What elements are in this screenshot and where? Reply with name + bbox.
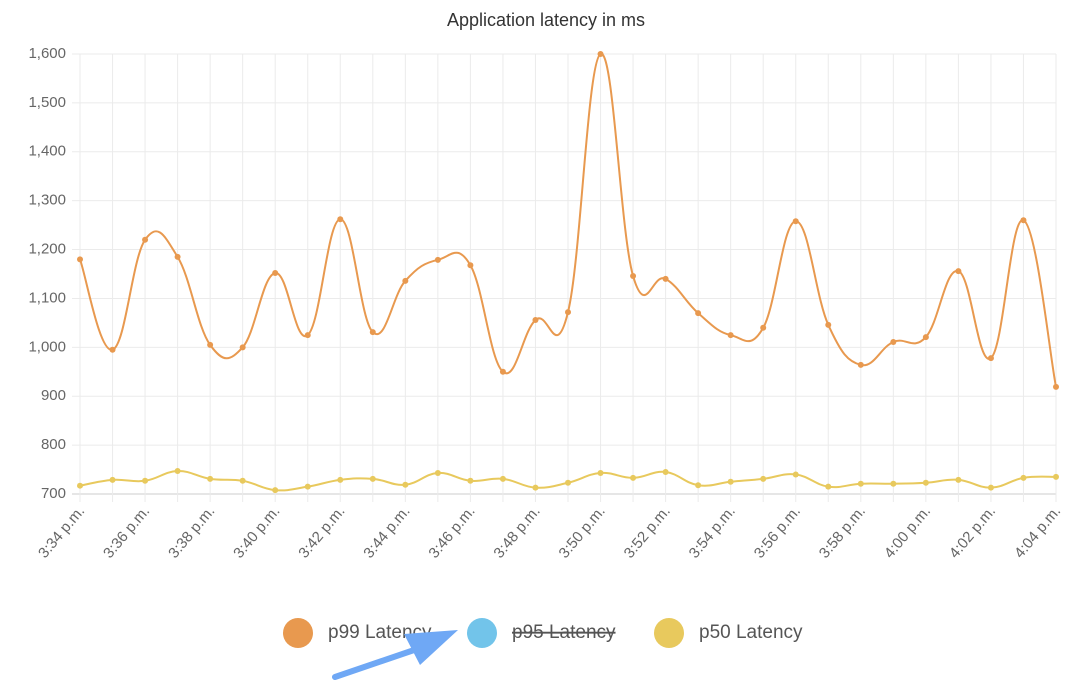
y-tick-label: 1,400	[28, 143, 66, 160]
y-tick-label: 700	[41, 485, 66, 502]
x-tick-label: 3:52 p.m.	[621, 503, 674, 562]
y-tick-label: 1,100	[28, 289, 66, 306]
data-point	[825, 483, 832, 490]
y-tick-label: 1,000	[28, 338, 66, 355]
series-line	[79, 52, 1057, 388]
data-point	[272, 487, 279, 494]
data-point	[825, 321, 832, 328]
annotation-arrow	[332, 630, 458, 680]
x-tick-label: 3:44 p.m.	[360, 503, 413, 562]
data-point	[1020, 474, 1027, 481]
data-point	[792, 218, 799, 225]
data-point	[109, 476, 116, 483]
data-point	[109, 346, 116, 353]
x-tick-label: 3:42 p.m.	[295, 503, 348, 562]
data-point	[630, 272, 637, 279]
data-point	[304, 483, 311, 490]
data-point	[207, 475, 214, 482]
data-point	[987, 355, 994, 362]
data-point	[792, 471, 799, 478]
data-point	[499, 475, 506, 482]
x-tick-label: 4:02 p.m.	[946, 503, 999, 562]
data-point	[922, 334, 929, 341]
data-point	[77, 482, 83, 489]
y-tick-label: 800	[41, 436, 66, 453]
y-tick-label: 1,300	[28, 192, 66, 209]
data-point	[532, 484, 539, 491]
data-point	[760, 475, 767, 482]
data-point	[467, 477, 474, 484]
x-tick-label: 3:58 p.m.	[816, 503, 869, 562]
data-point	[987, 484, 994, 491]
data-point	[369, 475, 376, 482]
legend-label[interactable]: p50 Latency	[699, 622, 803, 643]
y-tick-label: 900	[41, 387, 66, 404]
x-tick-label: 3:40 p.m.	[230, 503, 283, 562]
x-tick-label: 3:56 p.m.	[751, 503, 804, 562]
data-point	[955, 476, 962, 483]
data-point	[857, 361, 864, 368]
data-point	[565, 309, 571, 316]
legend-swatch	[654, 618, 684, 648]
data-point	[434, 256, 441, 263]
data-point	[174, 468, 181, 475]
x-tick-label: 3:50 p.m.	[556, 503, 609, 562]
data-point	[695, 310, 702, 317]
data-point	[369, 329, 376, 336]
data-point	[955, 268, 962, 275]
legend-label[interactable]: p95 Latency	[512, 622, 616, 643]
data-point	[272, 270, 279, 277]
data-point	[565, 479, 571, 486]
data-point	[662, 275, 669, 282]
data-point	[597, 51, 604, 57]
data-point	[434, 469, 441, 476]
legend-swatch	[467, 618, 497, 648]
data-point	[402, 481, 409, 488]
y-tick-label: 1,200	[28, 241, 66, 258]
data-point	[207, 341, 214, 348]
x-tick-label: 4:00 p.m.	[881, 503, 934, 562]
data-point	[857, 480, 864, 487]
data-point	[760, 324, 767, 331]
y-tick-label: 1,600	[28, 45, 66, 62]
data-point	[727, 332, 734, 339]
data-point	[142, 236, 149, 243]
data-point	[77, 256, 83, 263]
chart-title: Application latency in ms	[447, 10, 645, 30]
data-point	[922, 479, 929, 486]
data-point	[1053, 473, 1059, 480]
x-tick-label: 3:38 p.m.	[165, 503, 218, 562]
data-point	[402, 277, 409, 284]
y-tick-label: 1,500	[28, 94, 66, 111]
data-point	[662, 469, 669, 475]
x-tick-label: 3:46 p.m.	[425, 503, 478, 562]
data-point	[1053, 383, 1059, 390]
x-tick-label: 3:36 p.m.	[100, 503, 153, 562]
data-point	[532, 316, 539, 323]
data-point	[1020, 217, 1027, 224]
x-tick-label: 4:04 p.m.	[1011, 503, 1064, 562]
data-point	[499, 368, 506, 375]
data-point	[890, 338, 897, 345]
data-point	[239, 344, 246, 351]
x-tick-label: 3:48 p.m.	[490, 503, 543, 562]
data-point	[695, 482, 702, 489]
data-point	[467, 262, 474, 269]
data-point	[337, 476, 344, 483]
data-point	[174, 253, 181, 260]
data-point	[630, 474, 637, 481]
legend-swatch	[283, 618, 313, 648]
data-point	[337, 216, 344, 223]
x-tick-label: 3:34 p.m.	[35, 503, 88, 562]
data-point	[890, 480, 897, 487]
data-point	[142, 477, 149, 484]
data-point	[597, 469, 604, 476]
data-point	[239, 477, 246, 484]
data-point	[304, 332, 311, 339]
data-point	[727, 478, 734, 485]
x-tick-label: 3:54 p.m.	[686, 503, 739, 562]
